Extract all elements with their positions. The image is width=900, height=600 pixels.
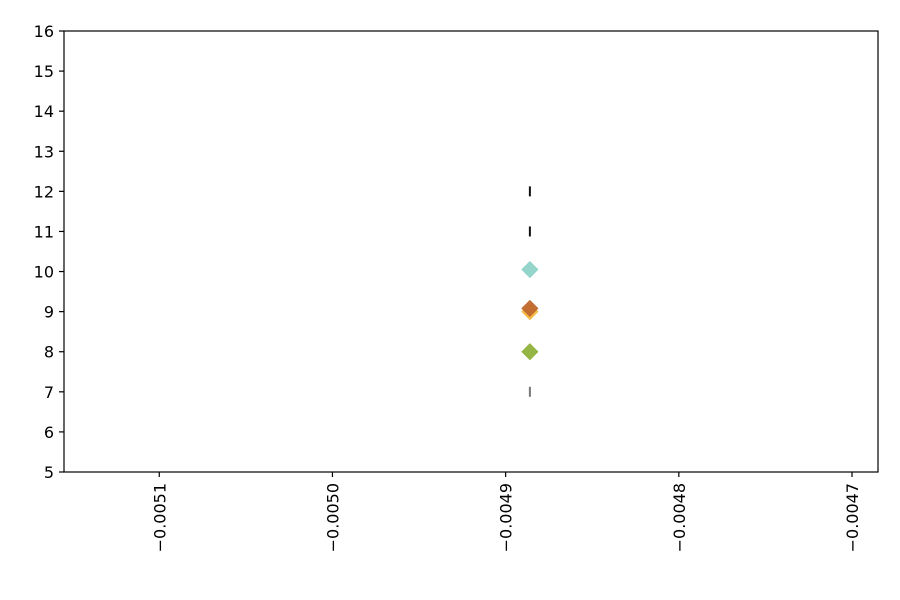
y-tick-label: 6: [44, 423, 54, 442]
y-tick-label: 14: [34, 102, 54, 121]
y-tick-label: 15: [34, 62, 54, 81]
x-tick-label: −0.0047: [843, 483, 862, 552]
plot-area: [521, 186, 539, 397]
y-tick-label: 16: [34, 22, 54, 41]
diamond-point: [521, 343, 539, 361]
x-tick-label: −0.0051: [150, 483, 169, 552]
y-tick-label: 10: [34, 263, 54, 282]
x-tick-label: −0.0048: [670, 483, 689, 552]
x-axis: −0.0051 −0.0050 −0.0049 −0.0048 −0.0047: [150, 472, 862, 552]
y-axis: 5 6 7 8 9 10 11 12 13 14 15 16: [34, 22, 64, 482]
axes-frame: [63, 30, 879, 473]
diamond-point: [521, 260, 539, 279]
y-tick-label: 7: [44, 383, 54, 402]
diamond-point: [521, 299, 539, 317]
y-tick-label: 13: [34, 142, 54, 161]
x-tick-label: −0.0050: [323, 483, 342, 552]
y-tick-label: 12: [34, 182, 54, 201]
x-tick-label: −0.0049: [497, 483, 516, 552]
y-tick-label: 8: [44, 343, 54, 362]
y-tick-label: 11: [34, 222, 54, 241]
y-tick-label: 9: [44, 303, 54, 322]
y-tick-label: 5: [44, 463, 54, 482]
